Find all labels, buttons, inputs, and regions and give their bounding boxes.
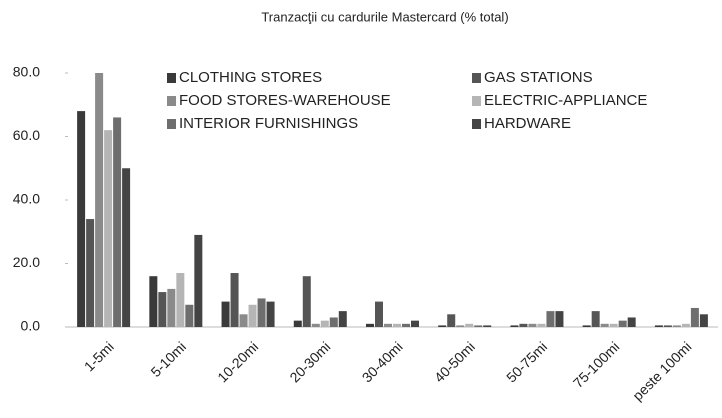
bar [230, 273, 239, 327]
bar [320, 320, 329, 327]
bar [546, 311, 555, 327]
bar [113, 117, 122, 327]
x-tick-label: 5-10mi [147, 338, 189, 380]
legend-label: HARDWARE [484, 115, 571, 132]
y-tick-label: 60.0 [13, 127, 40, 143]
bar [456, 325, 465, 327]
bar [158, 292, 167, 327]
bar [384, 323, 392, 327]
bar [95, 73, 104, 327]
bar [329, 317, 338, 327]
x-tick-label: 10-20mi [214, 338, 261, 385]
bar [483, 325, 492, 327]
bar [194, 234, 203, 327]
bar [149, 276, 158, 327]
y-tick-label: 80.0 [13, 64, 40, 80]
bar [672, 325, 681, 327]
bar [338, 311, 347, 327]
y-tick-label: 20.0 [13, 254, 40, 270]
chart-title: Tranzacţii cu cardurile Mastercard (% to… [261, 9, 508, 24]
bar [537, 323, 546, 327]
legend-swatch [167, 73, 176, 83]
bar [104, 130, 113, 327]
legend-swatch [472, 73, 481, 83]
bar [690, 307, 699, 327]
bar [266, 301, 275, 327]
bar [555, 311, 564, 327]
bar [519, 323, 528, 327]
bar [86, 219, 95, 327]
bar [167, 288, 176, 327]
bar [411, 320, 419, 327]
bar [311, 323, 320, 327]
legend-swatch [472, 119, 481, 129]
x-tick-label: 1-5mi [81, 338, 117, 374]
bar [221, 301, 230, 327]
bar [663, 325, 672, 327]
bar [618, 320, 627, 327]
bar [239, 314, 248, 327]
x-tick-label: 30-40mi [359, 338, 406, 385]
x-tick-label: 75-100mi [570, 338, 623, 391]
legend-label: GAS STATIONS [484, 69, 593, 86]
bar [122, 168, 131, 327]
bar [609, 323, 618, 327]
bar [465, 323, 474, 327]
bar [447, 314, 456, 327]
bar [77, 111, 86, 327]
legend-swatch [472, 96, 481, 106]
x-tick-label: 50-75mi [503, 338, 550, 385]
bar [257, 298, 266, 327]
bar [474, 325, 483, 327]
legend-label: FOOD STORES-WAREHOUSE [179, 92, 391, 109]
bar [248, 304, 257, 327]
bar [510, 325, 519, 327]
bar [176, 273, 185, 327]
x-tick-label: 40-50mi [431, 338, 478, 385]
bar [528, 323, 537, 327]
bar [402, 323, 410, 327]
x-tick-label: peste 100mi [629, 338, 694, 403]
bar [438, 325, 447, 327]
legend-swatch [167, 96, 176, 106]
bar [600, 323, 609, 327]
bar [375, 301, 383, 327]
bar [582, 325, 591, 327]
bar [293, 320, 302, 327]
bar [366, 323, 374, 327]
legend-swatch [167, 119, 176, 129]
y-tick-label: 0.0 [21, 318, 41, 334]
bar [654, 325, 663, 327]
bar [681, 323, 690, 327]
y-tick-label: 40.0 [13, 191, 40, 207]
bar [699, 314, 708, 327]
bar [393, 323, 401, 327]
legend-label: ELECTRIC-APPLIANCE [484, 92, 647, 109]
bar [302, 276, 311, 327]
legend-label: CLOTHING STORES [179, 69, 322, 86]
bar [185, 304, 194, 327]
bar [627, 317, 636, 327]
bar [591, 311, 600, 327]
legend-label: INTERIOR FURNISHINGS [179, 115, 358, 132]
x-tick-label: 20-30mi [286, 338, 333, 385]
